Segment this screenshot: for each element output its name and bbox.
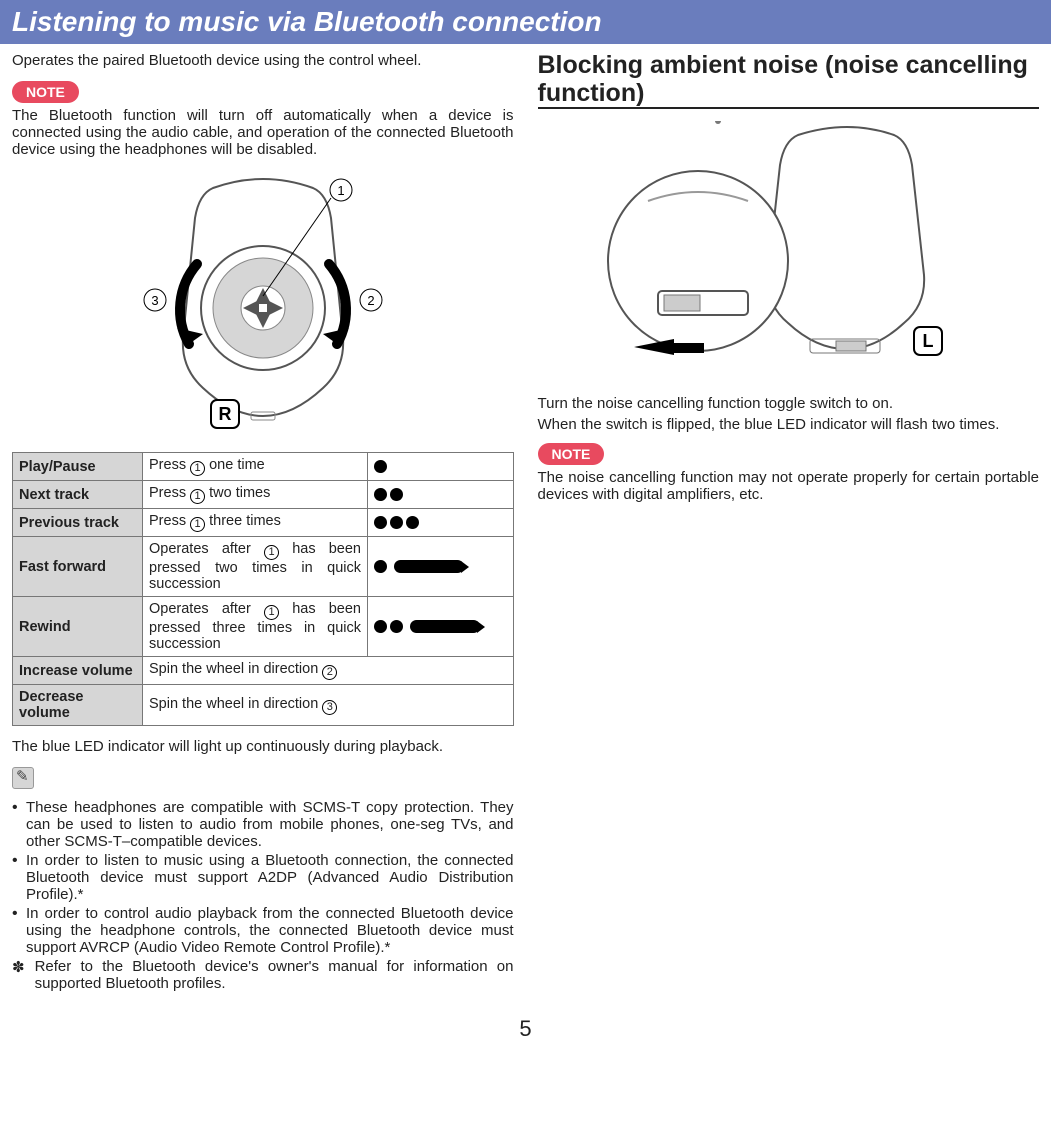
row-name: Next track	[13, 481, 143, 509]
diagram-label-1: 1	[337, 183, 344, 198]
row-name: Decrease volume	[13, 685, 143, 726]
row-name: Play/Pause	[13, 453, 143, 481]
left-column: Operates the paired Bluetooth device usi…	[12, 52, 514, 992]
table-row: Rewind Operates after 1 has been pressed…	[13, 597, 514, 657]
diagram-label-2: 2	[367, 293, 374, 308]
row-desc: Spin the wheel in direction 3	[143, 685, 514, 726]
row-name: Fast forward	[13, 537, 143, 597]
table-row: Previous track Press 1 three times	[13, 509, 514, 537]
bullet-list: These headphones are compatible with SCM…	[12, 799, 514, 956]
row-desc: Press 1 two times	[143, 481, 368, 509]
row-desc: Spin the wheel in direction 2	[143, 657, 514, 685]
asterisk-note: ✽ Refer to the Bluetooth device's owner'…	[12, 958, 514, 992]
note-text: The Bluetooth function will turn off aut…	[12, 107, 514, 158]
row-desc: Press 1 three times	[143, 509, 368, 537]
row-indicator	[368, 597, 514, 657]
table-row: Decrease volume Spin the wheel in direct…	[13, 685, 514, 726]
intro-text: Operates the paired Bluetooth device usi…	[12, 52, 514, 69]
table-row: Increase volume Spin the wheel in direct…	[13, 657, 514, 685]
row-indicator	[368, 481, 514, 509]
asterisk-text: Refer to the Bluetooth device's owner's …	[35, 958, 514, 992]
row-indicator	[368, 509, 514, 537]
table-row: Next track Press 1 two times	[13, 481, 514, 509]
nc-line2: When the switch is flipped, the blue LED…	[538, 416, 1040, 433]
list-item: In order to control audio playback from …	[12, 905, 514, 956]
row-desc: Press 1 one time	[143, 453, 368, 481]
page-number: 5	[0, 1016, 1051, 1042]
table-row: Fast forward Operates after 1 has been p…	[13, 537, 514, 597]
earcup-l-label: L	[923, 331, 934, 351]
note-pill: NOTE	[12, 81, 79, 103]
row-name: Increase volume	[13, 657, 143, 685]
diagram-label-3: 3	[151, 293, 158, 308]
table-row: Play/Pause Press 1 one time	[13, 453, 514, 481]
row-indicator	[368, 453, 514, 481]
led-info: The blue LED indicator will light up con…	[12, 738, 514, 755]
nc-title: Blocking ambient noise (noise cancelling…	[538, 52, 1040, 109]
note-pill: NOTE	[538, 443, 605, 465]
row-name: Rewind	[13, 597, 143, 657]
right-column: Blocking ambient noise (noise cancelling…	[538, 52, 1040, 992]
list-item: These headphones are compatible with SCM…	[12, 799, 514, 850]
earcup-r-label: R	[218, 404, 231, 424]
page-banner: Listening to music via Bluetooth connect…	[0, 0, 1051, 44]
asterisk-mark: ✽	[12, 958, 25, 992]
row-desc: Operates after 1 has been pressed two ti…	[143, 537, 368, 597]
nc-diagram: L	[538, 121, 1040, 381]
tip-icon	[12, 767, 34, 789]
row-name: Previous track	[13, 509, 143, 537]
nc-line1: Turn the noise cancelling function toggl…	[538, 395, 1040, 412]
nc-note-text: The noise cancelling function may not op…	[538, 469, 1040, 503]
list-item: In order to listen to music using a Blue…	[12, 852, 514, 903]
row-desc: Operates after 1 has been pressed three …	[143, 597, 368, 657]
page-columns: Operates the paired Bluetooth device usi…	[0, 44, 1051, 1008]
controls-table: Play/Pause Press 1 one time Next track P…	[12, 452, 514, 726]
row-indicator	[368, 537, 514, 597]
control-wheel-diagram: 1 2 3 R	[12, 168, 514, 438]
